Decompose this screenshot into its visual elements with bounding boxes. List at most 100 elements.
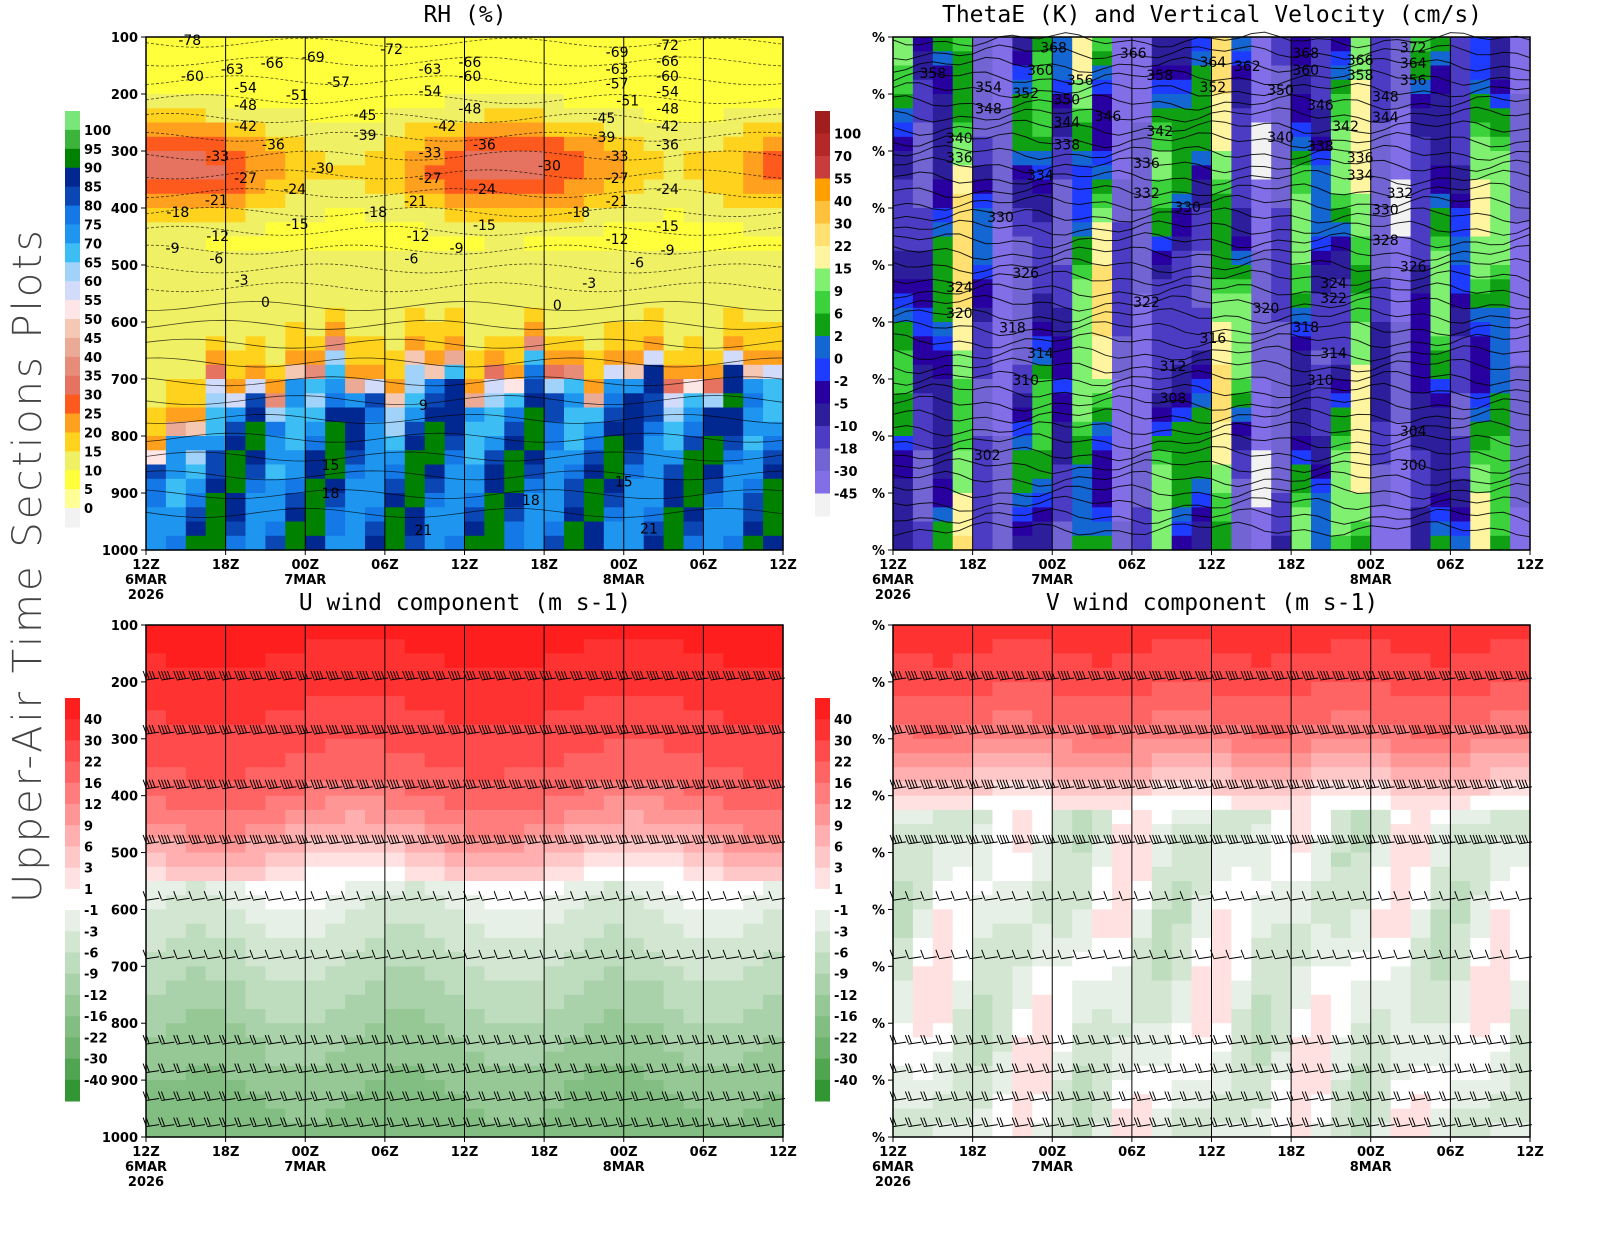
field-cell xyxy=(1072,478,1093,494)
field-cell xyxy=(1430,222,1451,238)
field-cell xyxy=(1490,65,1511,81)
field-cell xyxy=(524,293,545,309)
field-cell xyxy=(365,1094,386,1110)
field-cell xyxy=(504,94,525,109)
field-cell xyxy=(743,79,764,95)
field-cell xyxy=(932,350,954,366)
field-cell xyxy=(1251,450,1272,466)
field-cell xyxy=(723,521,744,537)
field-cell xyxy=(1032,436,1053,451)
field-cell xyxy=(165,1065,187,1081)
field-cell xyxy=(912,881,934,896)
field-cell xyxy=(384,279,406,295)
field-cell xyxy=(1032,37,1053,52)
y-tick-label: 200 xyxy=(111,88,138,103)
field-cell xyxy=(1052,1009,1073,1024)
field-cell xyxy=(992,1051,1013,1067)
field-cell xyxy=(444,136,466,152)
field-cell xyxy=(1470,493,1491,508)
field-cell xyxy=(663,79,685,95)
field-cell xyxy=(285,193,306,209)
field-cell xyxy=(1092,421,1113,437)
field-cell xyxy=(305,909,326,925)
contour-label: -15 xyxy=(656,219,679,235)
wind-barb xyxy=(157,670,175,681)
contour-label: -54 xyxy=(419,84,442,100)
field-cell xyxy=(544,493,565,508)
field-cell xyxy=(683,881,704,896)
field-cell xyxy=(1032,895,1053,910)
field-cell xyxy=(1112,436,1133,451)
field-cell xyxy=(146,767,167,782)
field-cell xyxy=(146,450,167,466)
field-cell xyxy=(893,208,914,223)
field-cell xyxy=(893,51,914,67)
field-cell xyxy=(544,696,565,711)
field-cell xyxy=(424,208,446,223)
field-cell xyxy=(464,222,485,238)
field-cell xyxy=(1072,535,1093,551)
field-cell xyxy=(504,1009,525,1024)
field-cell xyxy=(1171,980,1193,996)
wind-barb xyxy=(600,834,618,845)
wind-barb xyxy=(615,1117,633,1128)
field-cell xyxy=(1131,653,1153,669)
field-cell xyxy=(504,1080,525,1095)
field-cell xyxy=(1231,809,1252,825)
field-cell xyxy=(1231,94,1252,109)
field-cell xyxy=(1151,923,1173,939)
field-cell xyxy=(1251,250,1272,266)
field-cell xyxy=(1072,265,1093,280)
field-cell xyxy=(1251,108,1272,124)
field-cell xyxy=(285,795,306,811)
field-cell xyxy=(404,79,426,95)
colorbar-label: -30 xyxy=(84,1053,108,1068)
wind-barb xyxy=(478,670,495,681)
field-cell xyxy=(763,809,784,825)
field-cell xyxy=(1012,336,1033,352)
field-cell xyxy=(165,393,187,409)
field-cell xyxy=(544,193,565,209)
field-cell xyxy=(305,179,326,195)
field-cell xyxy=(1092,322,1113,337)
field-cell xyxy=(1012,895,1033,910)
field-cell xyxy=(623,952,645,967)
field-cell xyxy=(484,179,505,195)
field-cell xyxy=(643,493,665,508)
field-cell xyxy=(723,379,744,394)
field-cell xyxy=(893,265,914,280)
field-cell xyxy=(763,236,784,252)
field-cell xyxy=(683,521,704,537)
field-cell xyxy=(1470,250,1491,266)
field-cell xyxy=(1450,421,1471,437)
colorbar-swatch xyxy=(65,432,80,452)
field-cell xyxy=(703,753,724,768)
field-cell xyxy=(305,767,326,782)
field-cell xyxy=(345,521,366,537)
field-cell xyxy=(444,478,466,494)
field-cell xyxy=(345,952,366,967)
field-cell xyxy=(285,696,306,711)
field-cell xyxy=(265,450,286,466)
field-cell xyxy=(1211,738,1232,754)
field-cell xyxy=(384,753,406,768)
field-cell xyxy=(464,952,485,967)
field-cell xyxy=(225,937,247,953)
field-cell xyxy=(205,222,227,238)
field-cell xyxy=(564,1009,585,1024)
field-cell xyxy=(743,1094,764,1110)
x-tick-label: 00Z xyxy=(1357,558,1385,573)
field-cell xyxy=(185,37,207,52)
field-cell xyxy=(723,852,744,868)
wind-barb xyxy=(249,1091,267,1101)
field-cell xyxy=(225,1094,247,1110)
field-cell xyxy=(1350,393,1372,409)
wind-barb xyxy=(707,724,724,735)
wind-barb xyxy=(402,1034,419,1045)
field-cell xyxy=(932,222,954,238)
contour-label: 18 xyxy=(322,486,340,502)
field-cell xyxy=(1052,379,1073,394)
field-cell xyxy=(603,37,625,52)
field-cell xyxy=(524,65,545,81)
field-cell xyxy=(623,1065,645,1081)
